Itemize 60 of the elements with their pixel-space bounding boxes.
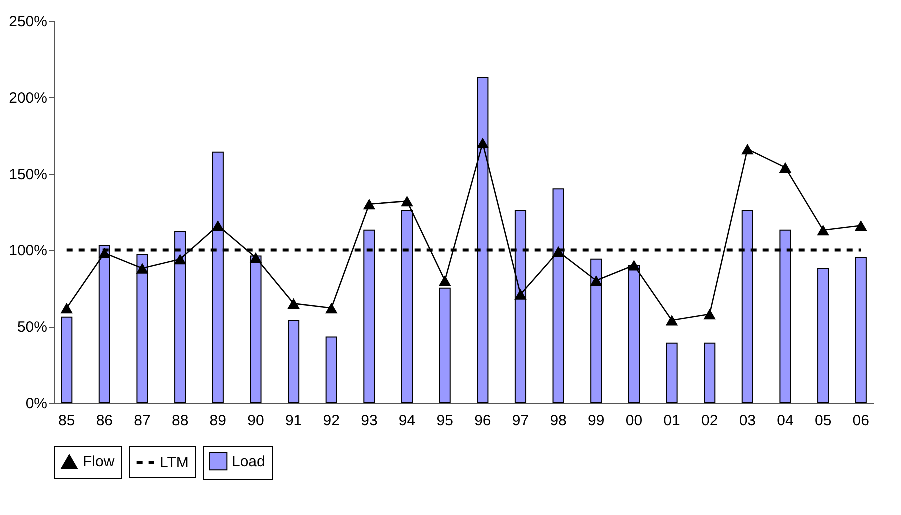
point [401,196,414,207]
x-tick-label: 99 [588,412,605,430]
legend-label: Load [232,454,266,470]
point [363,199,376,210]
y-tick-label: 50% [17,319,48,336]
x-tick-label: 92 [323,412,340,430]
point [666,315,678,326]
bar [61,316,73,404]
legend-label: Flow [83,454,115,470]
point [212,220,224,232]
point [590,275,603,286]
y-tick-label: 200% [9,90,48,107]
x-tick-label: 05 [814,412,832,430]
x-tick-label: 96 [474,412,492,430]
point [779,162,792,173]
point [476,138,490,149]
point [628,260,640,271]
x-tick-label: 87 [134,412,151,430]
point [288,298,300,309]
x-tick-label: 89 [210,412,226,430]
bar [818,268,830,404]
bar [288,320,300,404]
x-tick-label: 93 [361,412,378,430]
bar [855,257,867,404]
x-tick-label: 86 [96,412,114,430]
x-tick-label: 85 [58,412,76,430]
point [817,225,830,236]
x-tick-label: 06 [852,412,870,430]
y-tick-label: 250% [9,14,48,30]
x-tick-label: 98 [550,412,567,430]
point [855,220,868,232]
point [174,254,186,265]
bar [704,342,716,404]
x-tick-label: 95 [436,412,454,430]
point [742,144,754,155]
x-tick-label: 91 [285,412,302,430]
bar [666,342,678,404]
bar [326,336,338,404]
y-tick-label: 0% [26,396,48,412]
point [514,289,527,300]
point [438,275,452,286]
x-tick-label: 97 [512,412,530,430]
point [60,302,73,314]
x-tick-label: 03 [739,412,756,430]
bar [439,288,451,404]
x-tick-label: 90 [248,412,264,430]
x-tick-label: 00 [626,412,643,430]
point [552,246,565,258]
x-tick-label: 02 [702,412,718,430]
point [325,302,338,314]
x-tick-label: 94 [398,412,416,430]
legend-label: LTM [160,454,189,472]
point [250,252,262,264]
point [704,309,716,320]
x-tick-label: 01 [664,412,680,430]
x-tick-label: 88 [172,412,189,430]
x-tick-label: 04 [777,412,794,430]
point [136,263,149,274]
y-tick-label: 100% [9,242,48,260]
y-tick-label: 150% [9,166,48,184]
